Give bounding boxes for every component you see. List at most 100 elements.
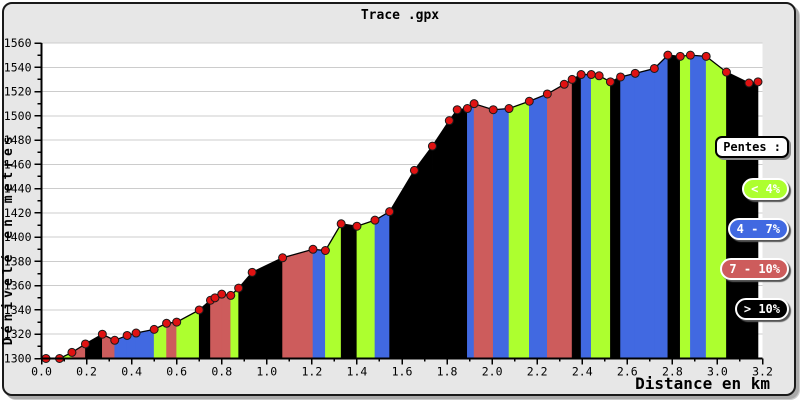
data-point-marker <box>630 68 640 78</box>
data-point-marker <box>427 141 437 151</box>
data-point-marker <box>675 51 685 61</box>
slope-band <box>414 145 433 359</box>
slope-band <box>356 219 376 359</box>
y-tick-label: 1380 <box>4 254 32 268</box>
data-point-marker <box>247 267 257 277</box>
slope-band <box>679 54 691 359</box>
data-point-marker <box>278 253 288 263</box>
x-tick-label: 0.4 <box>121 365 142 379</box>
y-tick-label: 1300 <box>4 352 32 366</box>
x-axis-label: Distance en km <box>635 374 770 393</box>
data-point-marker <box>336 219 346 229</box>
data-point-marker <box>504 104 514 114</box>
data-point-marker <box>149 324 159 334</box>
y-tick-label: 1320 <box>4 327 32 341</box>
x-tick-label: 0.6 <box>166 365 187 379</box>
x-tick-label: 0.8 <box>211 365 232 379</box>
x-tick-label: 2.2 <box>527 365 548 379</box>
data-point-marker <box>320 246 330 256</box>
y-tick-label: 1520 <box>4 85 32 99</box>
slope-band <box>312 248 326 359</box>
slope-band <box>610 76 621 359</box>
slope-band <box>690 54 707 359</box>
data-point-marker <box>744 78 754 88</box>
data-point-marker <box>605 77 615 87</box>
data-point-marker <box>67 347 77 357</box>
slope-band <box>340 223 358 359</box>
slope-band <box>456 108 468 359</box>
y-tick-label: 1440 <box>4 182 32 196</box>
slope-band <box>571 74 582 359</box>
slope-band <box>210 297 216 359</box>
slope-band <box>748 81 759 359</box>
data-point-marker <box>663 50 673 60</box>
data-point-marker <box>701 51 711 61</box>
x-tick-label: 1.6 <box>392 365 413 379</box>
data-point-marker <box>162 318 172 328</box>
slope-band <box>508 100 530 359</box>
data-point-marker <box>462 104 472 114</box>
y-tick-label: 1400 <box>4 230 32 244</box>
slope-band <box>374 211 390 359</box>
data-point-marker <box>80 339 90 349</box>
data-point-marker <box>385 207 395 217</box>
x-tick-label: 3.2 <box>752 365 773 379</box>
x-tick-label: 0.2 <box>76 365 97 379</box>
x-tick-label: 1.8 <box>437 365 458 379</box>
x-tick-label: 2.6 <box>617 365 638 379</box>
slope-band <box>547 83 565 359</box>
slope-band <box>598 75 611 359</box>
y-tick-label: 1360 <box>4 279 32 293</box>
x-tick-label: 2.4 <box>572 365 593 379</box>
x-tick-label: 1.4 <box>347 365 368 379</box>
slope-band <box>580 74 592 359</box>
data-point-marker <box>217 289 227 299</box>
slope-band <box>166 321 177 359</box>
data-point-marker <box>452 105 462 115</box>
data-point-marker <box>542 89 552 99</box>
slope-band <box>634 68 655 359</box>
slope-band <box>590 74 600 359</box>
slope-band <box>654 54 669 359</box>
slope-band <box>432 119 450 359</box>
y-tick-label: 1460 <box>4 157 32 171</box>
data-point-marker <box>567 74 577 84</box>
x-tick-label: 2.0 <box>482 365 503 379</box>
y-tick-label: 1540 <box>4 60 32 74</box>
data-point-marker <box>685 50 695 60</box>
data-point-marker <box>234 283 244 293</box>
data-point-marker <box>586 70 596 80</box>
x-tick-label: 3.0 <box>707 365 728 379</box>
data-point-marker <box>559 79 569 89</box>
data-point-marker <box>576 70 586 80</box>
chart-title: Trace .gpx <box>360 8 440 23</box>
slope-band <box>251 257 283 359</box>
slope-band <box>214 293 223 359</box>
data-point-marker <box>110 335 120 345</box>
data-point-marker <box>409 165 419 175</box>
y-tick-label: 1560 <box>4 36 32 50</box>
data-point-marker <box>308 244 318 254</box>
slope-band <box>667 54 681 359</box>
y-axis-label: Dénivelé en metres <box>1 132 16 345</box>
data-point-marker <box>226 290 236 300</box>
slope-band <box>620 72 636 359</box>
data-point-marker <box>594 71 604 81</box>
data-point-marker <box>122 330 132 340</box>
slope-band <box>282 248 314 359</box>
data-point-marker <box>172 317 182 327</box>
x-tick-label: 1.0 <box>256 365 277 379</box>
x-tick-label: 0.0 <box>31 365 52 379</box>
slope-band <box>726 71 750 359</box>
data-point-marker <box>194 305 204 315</box>
slope-band <box>705 55 727 359</box>
x-tick-label: 2.8 <box>662 365 683 379</box>
data-point-marker <box>649 63 659 73</box>
data-point-marker <box>616 72 626 82</box>
slope-band <box>467 103 475 359</box>
data-point-marker <box>444 116 454 126</box>
data-point-marker <box>469 99 479 109</box>
slope-band <box>449 108 458 359</box>
slope-band <box>221 293 232 359</box>
